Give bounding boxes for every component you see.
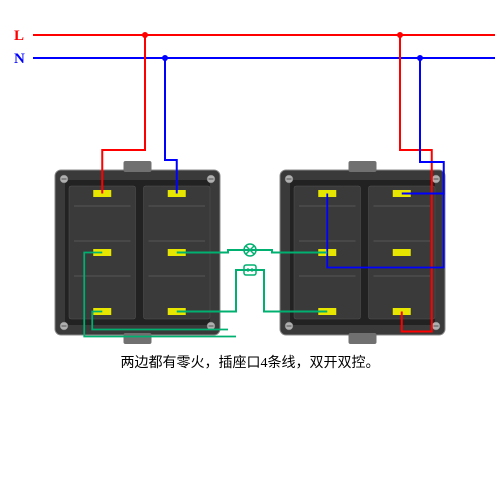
N-label: N bbox=[14, 51, 25, 67]
terminal bbox=[393, 249, 411, 256]
L-label: L bbox=[14, 28, 24, 44]
wiring-diagram: LN bbox=[0, 0, 500, 500]
caption-text: 两边都有零火，插座口4条线，双开双控。 bbox=[0, 352, 500, 372]
